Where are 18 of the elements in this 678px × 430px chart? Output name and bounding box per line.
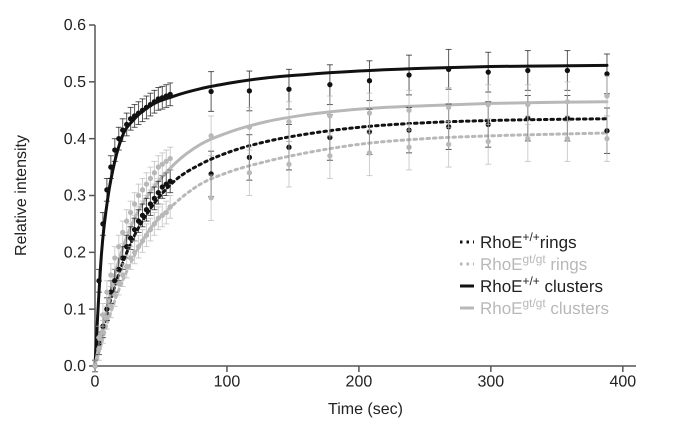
y-tick-label: 0.6 bbox=[64, 17, 86, 34]
x-axis-title: Time (sec) bbox=[328, 401, 403, 418]
y-tick-label: 0.5 bbox=[64, 74, 86, 91]
y-axis-title: Relative intensity bbox=[13, 135, 30, 256]
x-tick-label: 100 bbox=[214, 373, 240, 390]
legend-label: RhoE$^{gt/gt}$ clusters bbox=[480, 296, 609, 318]
y-tick-label: 0.3 bbox=[64, 188, 86, 205]
x-tick-label: 400 bbox=[609, 373, 636, 390]
legend-label: RhoE$^{gt/gt}$ rings bbox=[480, 252, 588, 274]
y-tick-label: 0.0 bbox=[64, 358, 86, 376]
legend-label: RhoE$^{+/+}$rings bbox=[480, 230, 577, 252]
x-tick-label: 200 bbox=[346, 373, 372, 390]
x-tick-label: 0 bbox=[90, 373, 100, 390]
x-tick-label: 300 bbox=[478, 373, 504, 390]
legend-label: RhoE$^{+/+}$ clusters bbox=[480, 274, 604, 296]
y-tick-label: 0.4 bbox=[64, 130, 86, 148]
y-tick-label: 0.1 bbox=[64, 301, 86, 318]
y-tick-label: 0.2 bbox=[64, 244, 86, 262]
